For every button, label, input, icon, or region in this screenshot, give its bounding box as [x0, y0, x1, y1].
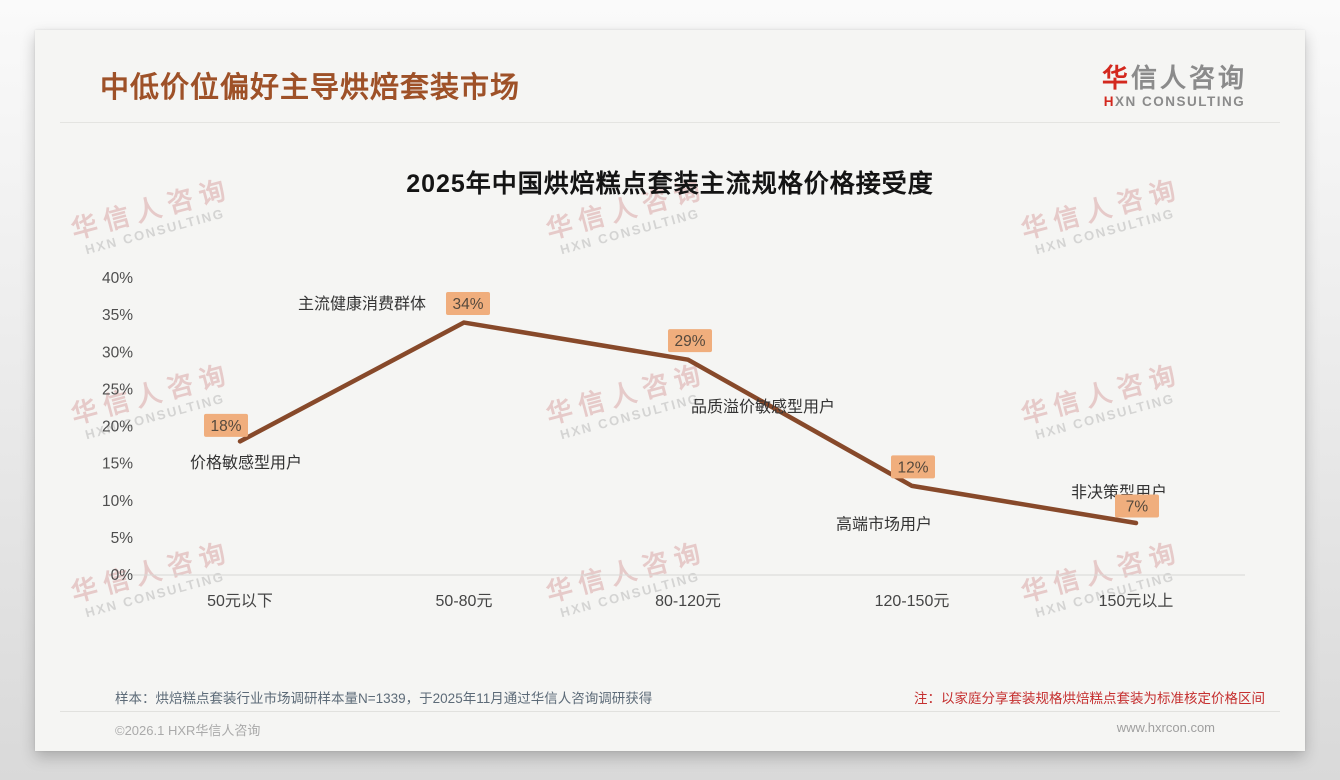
y-tick-label: 0% [111, 567, 134, 584]
y-tick-label: 30% [102, 344, 133, 361]
y-tick-label: 15% [102, 456, 133, 473]
y-tick-label: 35% [102, 307, 133, 324]
logo-en-rest: XN CONSULTING [1114, 93, 1246, 109]
y-tick-label: 40% [102, 270, 133, 287]
x-tick-label: 150元以上 [1099, 592, 1174, 610]
logo-en-accent: H [1103, 93, 1115, 109]
x-tick-label: 120-150元 [875, 593, 950, 610]
x-tick-label: 50-80元 [436, 593, 493, 610]
website-url: www.hxrcon.com [1116, 720, 1215, 735]
logo-cn-accent: 华 [1101, 63, 1131, 93]
report-slide-card: 华信人咨询 HXN CONSULTING 华信人咨询 HXN CONSULTIN… [35, 30, 1305, 751]
point-annotation: 价格敏感型用户 [190, 454, 302, 472]
x-tick-label: 50元以下 [207, 593, 273, 610]
logo-cn-line: 华信人咨询 [1101, 63, 1247, 94]
value-badge-label: 7% [1126, 499, 1149, 516]
price-acceptance-line-chart: 0% 5% 10% 15% 20% 25% 30% 35% 40% 50元以下 50-80元 80-1… [102, 270, 1245, 610]
value-badge [446, 292, 490, 316]
value-badge-label: 34% [452, 296, 483, 313]
header-divider [60, 122, 1280, 123]
value-badge-label: 12% [897, 459, 928, 476]
y-tick-label: 20% [102, 419, 133, 436]
point-annotation: 主流健康消费群体 [298, 295, 426, 313]
value-badge [1115, 494, 1159, 518]
value-badge-label: 29% [674, 333, 705, 350]
footer-divider [60, 711, 1280, 712]
chart-plot-area: 0% 5% 10% 15% 20% 25% 30% 35% 40% 50元以下 50-80元 80-1… [85, 240, 1265, 640]
chart-title: 2025年中国烘焙糕点套装主流规格价格接受度 [406, 170, 934, 198]
slide-header: 中低价位偏好主导烘焙套装市场 华信人咨询 HXN CONSULTING [35, 30, 1305, 109]
value-badge [891, 455, 935, 479]
sample-note: 样本：烘焙糕点套装行业市场调研样本量N=1339，于2025年11月通过华信人咨… [115, 691, 653, 706]
page-title: 中低价位偏好主导烘焙套装市场 [100, 72, 521, 104]
slide-content: 中低价位偏好主导烘焙套装市场 华信人咨询 HXN CONSULTING 2025… [35, 30, 1305, 751]
value-badge [668, 329, 712, 353]
x-tick-label: 80-120元 [655, 593, 721, 610]
point-annotation: 品质溢价敏感型用户 [691, 398, 835, 416]
y-tick-label: 10% [102, 493, 133, 510]
logo-en-line: HXN CONSULTING [1102, 94, 1247, 110]
value-badge [204, 413, 248, 437]
y-tick-label: 25% [102, 381, 133, 398]
data-line [237, 320, 1139, 526]
point-annotation: 高端市场用户 [836, 515, 932, 533]
pricing-standard-note: 注：以家庭分享套装规格烘焙糕点套装为标准核定价格区间 [914, 691, 1265, 706]
y-tick-label: 5% [111, 530, 134, 547]
copyright-text: ©2026.1 HXR华信人咨询 [115, 723, 261, 738]
value-badge-label: 18% [210, 418, 241, 435]
company-logo: 华信人咨询 HXN CONSULTING [1101, 63, 1247, 110]
logo-cn-rest: 信人咨询 [1130, 63, 1247, 93]
